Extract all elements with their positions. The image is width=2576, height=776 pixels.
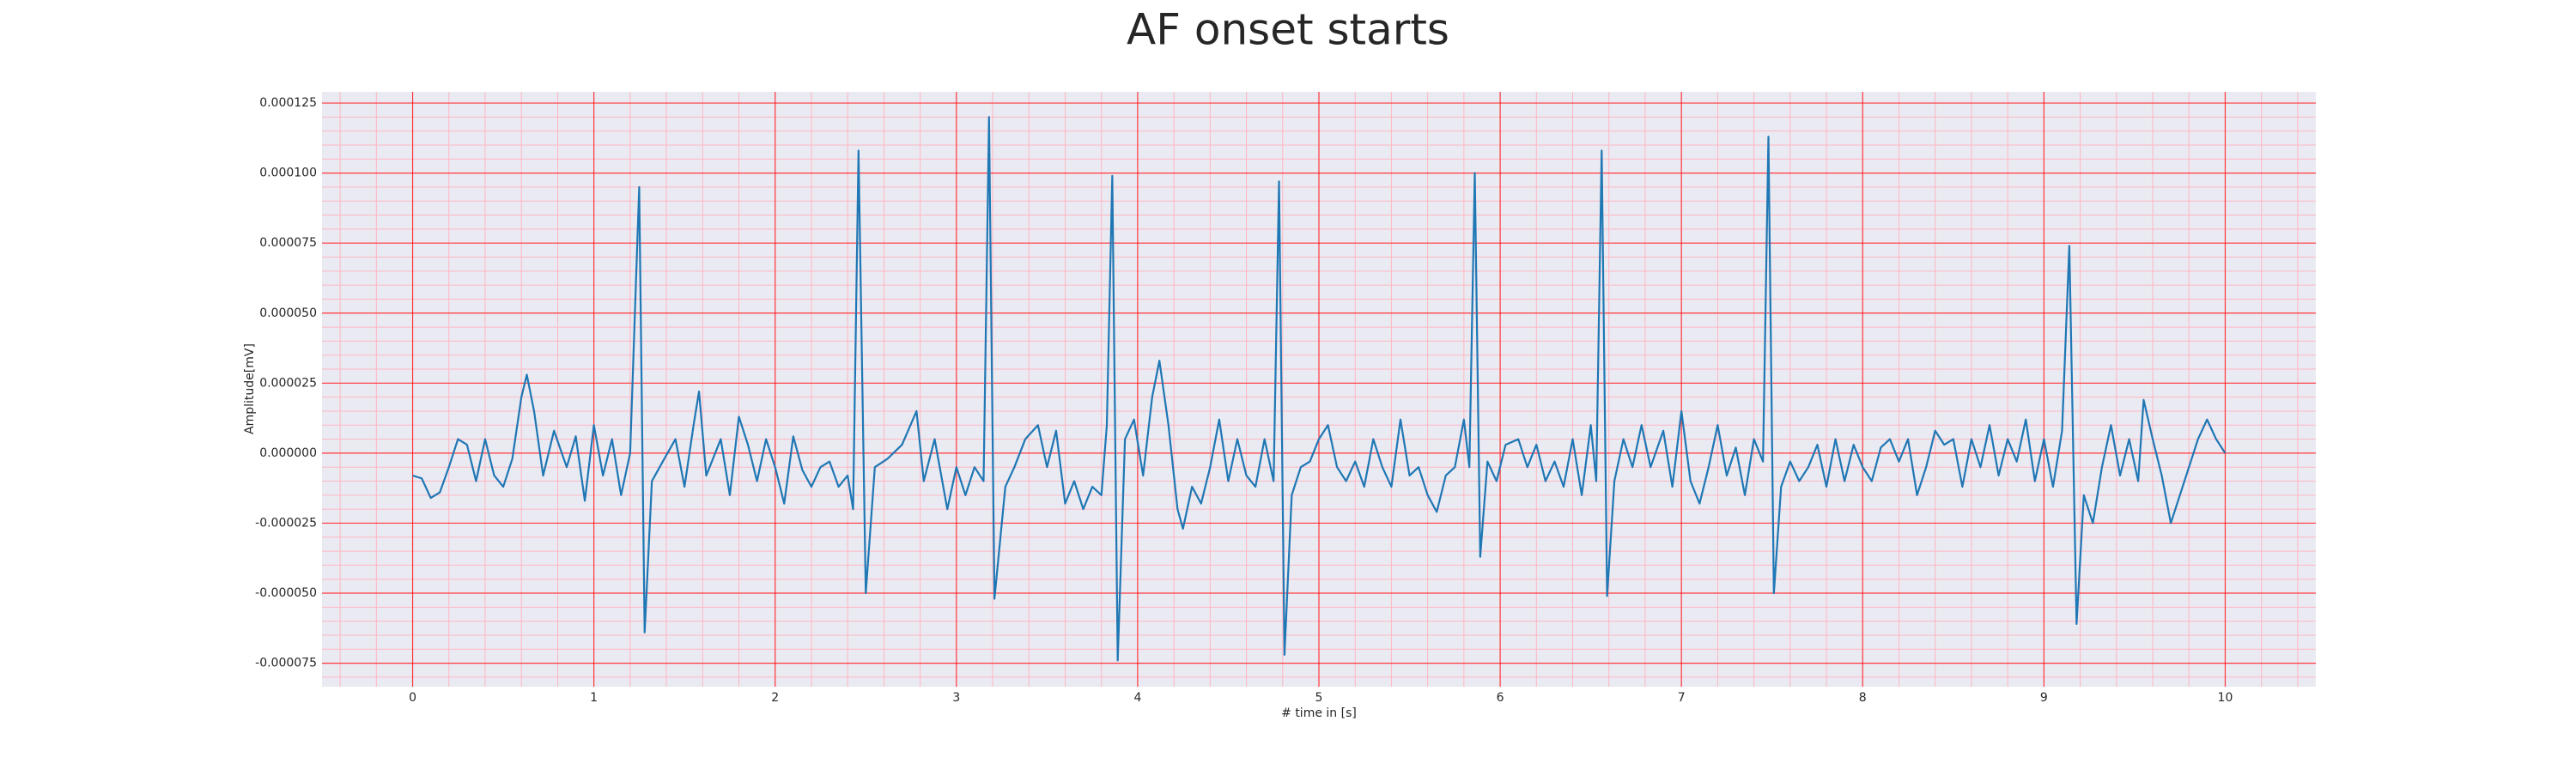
x-tick-label: 1: [590, 691, 598, 705]
x-tick-label: 10: [2218, 691, 2233, 705]
x-tick-label: 7: [1678, 691, 1686, 705]
x-tick-label: 9: [2040, 691, 2048, 705]
x-tick-label: 6: [1497, 691, 1504, 705]
x-tick-label: 5: [1315, 691, 1323, 705]
y-tick-label: -0.000025: [255, 516, 317, 530]
x-axis-label: # time in [s]: [1281, 706, 1357, 720]
y-tick-label: 0.000075: [259, 236, 317, 250]
x-tick-label: 4: [1133, 691, 1141, 705]
y-tick-label: 0.000125: [259, 96, 317, 110]
signal-line: [412, 116, 2227, 662]
y-tick-label: -0.000075: [255, 657, 317, 670]
y-tick-label: -0.000050: [255, 586, 317, 600]
y-tick-label: 0.000000: [259, 446, 317, 460]
x-tick-label: 2: [771, 691, 779, 705]
y-tick-label: 0.000025: [259, 376, 317, 390]
x-tick-label: 0: [409, 691, 416, 705]
y-axis-label: Amplitude[mV]: [243, 343, 257, 434]
x-tick-label: 3: [952, 691, 960, 705]
y-tick-label: 0.000050: [259, 306, 317, 320]
y-tick-label: 0.000100: [259, 167, 317, 180]
x-tick-label: 8: [1859, 691, 1867, 705]
chart-title: AF onset starts: [1127, 5, 1449, 55]
